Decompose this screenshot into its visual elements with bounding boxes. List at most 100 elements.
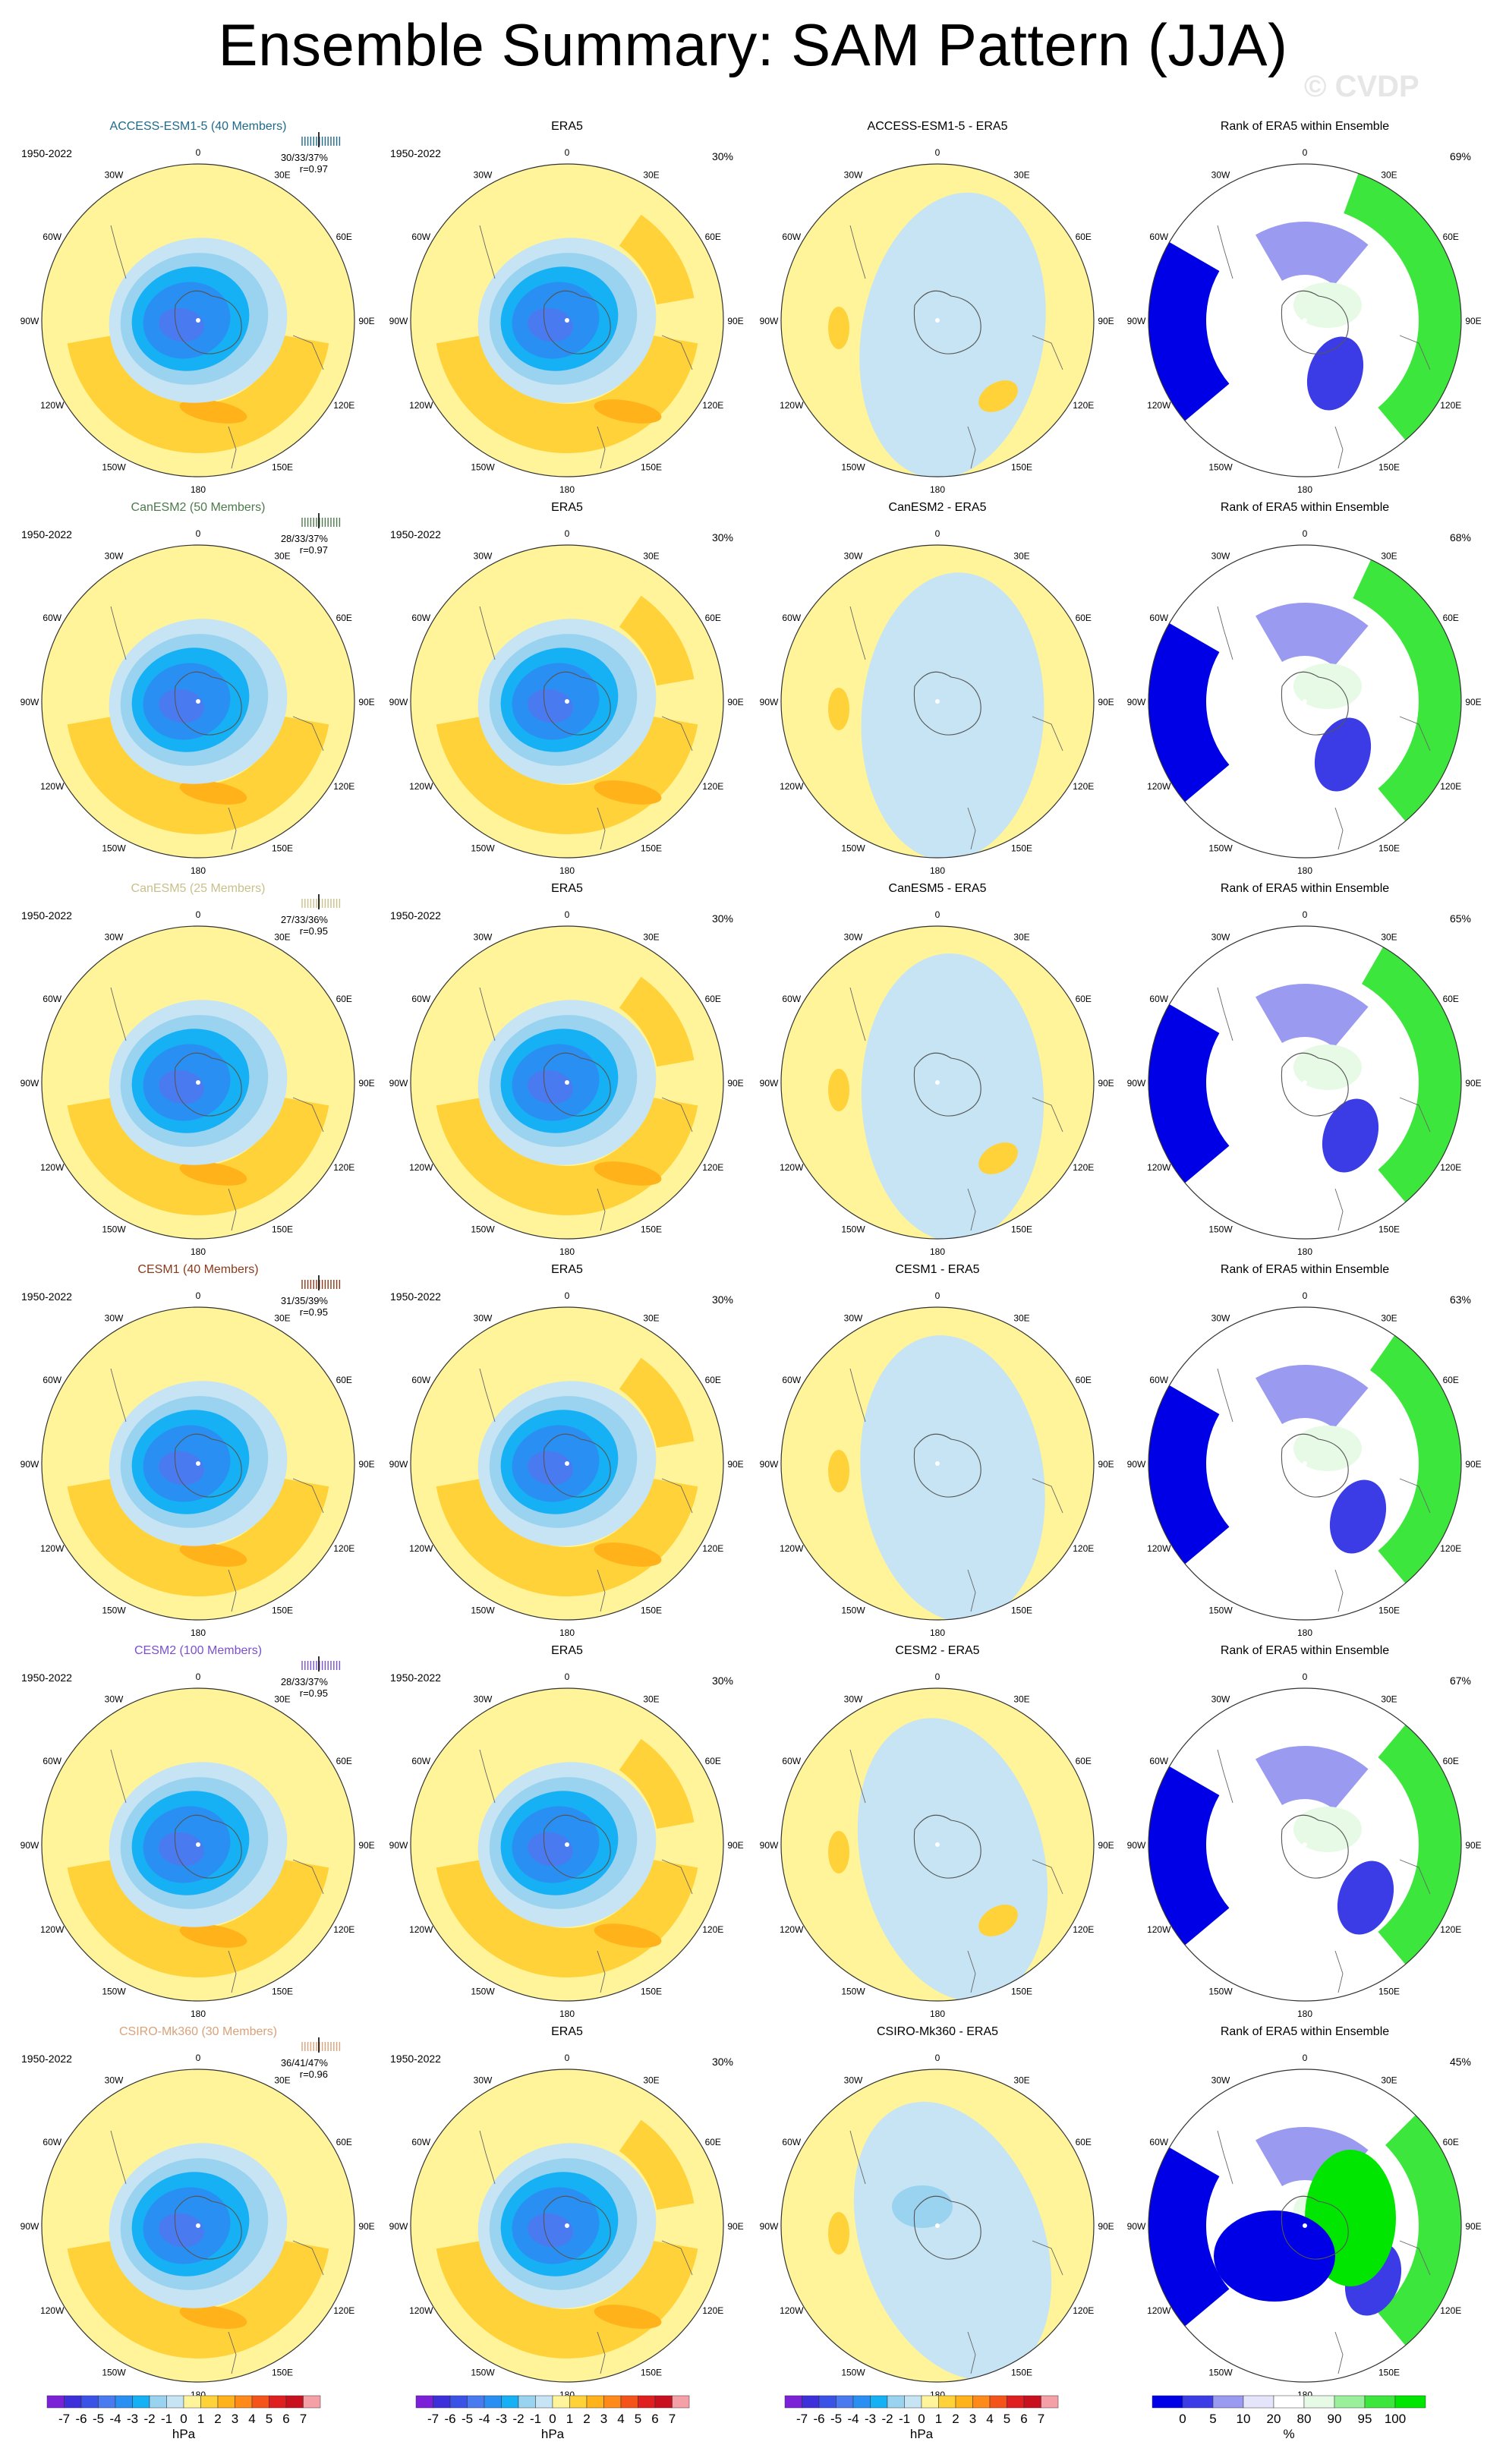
positive-anomaly-band bbox=[436, 2240, 698, 2358]
longitude-label: 90W bbox=[1127, 697, 1146, 707]
longitude-label: 60W bbox=[43, 232, 61, 242]
longitude-label: 150W bbox=[102, 462, 126, 472]
south-pole-marker bbox=[565, 2223, 569, 2228]
colorbar-tick-label: 2 bbox=[214, 2412, 221, 2426]
continent-outlines bbox=[1217, 225, 1431, 469]
strong-positive-core bbox=[179, 780, 247, 805]
pattern-correlation: r=0.95 bbox=[299, 1306, 328, 1318]
longitude-label: 90W bbox=[760, 1840, 779, 1851]
colorbar-swatch bbox=[921, 2395, 939, 2409]
positive-anomaly-band bbox=[436, 335, 698, 453]
mid-low-rank-band bbox=[1256, 603, 1369, 667]
high-rank-band bbox=[1362, 947, 1461, 1202]
diff-panel-row-1: ACCESS-ESM1-5 - ERA5 0 30E 60E 90E 120E 150E 18… bbox=[756, 120, 1119, 503]
longitude-label: 180 bbox=[930, 865, 945, 876]
positive-anomaly-east bbox=[619, 2119, 695, 2210]
longitude-label: 90E bbox=[727, 316, 743, 326]
negative-anomaly-center bbox=[159, 1070, 204, 1104]
map-boundary bbox=[410, 163, 724, 477]
map-boundary bbox=[41, 2069, 355, 2383]
longitude-label: 60E bbox=[705, 994, 721, 1004]
diff-polar-map: 0 30E 60E 90E 120E 150E 180 150W 120W 90W 60W 30W bbox=[760, 147, 1114, 495]
model-panel-row-5: CESM2 (100 Members) 1950-2022 28/33/37% r=0… bbox=[17, 1644, 380, 2028]
high-rank-band bbox=[1370, 1335, 1461, 1583]
colorbar-swatch bbox=[784, 2395, 802, 2409]
low-rank-patch bbox=[1322, 1098, 1379, 1173]
colorbar-tick-label: 10 bbox=[1237, 2412, 1251, 2426]
south-pole-marker bbox=[565, 699, 569, 704]
longitude-label: 90W bbox=[20, 1840, 39, 1851]
positive-anomaly-band bbox=[67, 335, 329, 453]
colorbar-tick-label: 1 bbox=[935, 2412, 942, 2426]
longitude-label: 30E bbox=[1013, 170, 1029, 181]
negative-anomaly-center bbox=[528, 1832, 573, 1867]
colorbar-swatch bbox=[303, 2395, 321, 2409]
year-range: 1950-2022 bbox=[21, 528, 72, 540]
pattern-variance-stats: 30/33/37% bbox=[280, 152, 328, 163]
map-boundary bbox=[1148, 2069, 1462, 2383]
rank-percent: 63% bbox=[1449, 1293, 1471, 1306]
longitude-label: 120W bbox=[780, 2305, 804, 2316]
colorbar-tick-label: 0 bbox=[1179, 2412, 1186, 2426]
longitude-label: 30W bbox=[844, 2075, 863, 2086]
colorbar-swatch bbox=[484, 2395, 502, 2409]
continent-outlines bbox=[1217, 2130, 1431, 2374]
map-boundary bbox=[410, 544, 724, 859]
colorbar-tick-label: 2 bbox=[952, 2412, 959, 2426]
rank-title: Rank of ERA5 within Ensemble bbox=[1220, 1644, 1390, 1657]
colorbar-swatch bbox=[870, 2395, 888, 2409]
longitude-label: 180 bbox=[930, 1246, 945, 1257]
longitude-label: 60E bbox=[1443, 232, 1459, 242]
longitude-label: 30E bbox=[1381, 1694, 1397, 1705]
longitude-label: 120W bbox=[40, 1924, 65, 1935]
diff-panel-row-5: CESM2 - ERA5 0 30E 60E 90E 120E 150E 180 150W 120… bbox=[756, 1644, 1119, 2028]
longitude-label: 30W bbox=[105, 932, 124, 943]
south-pole-marker bbox=[196, 318, 200, 323]
antarctica-coastline bbox=[1281, 1814, 1349, 1879]
colorbar-tick-label: 7 bbox=[300, 2412, 307, 2426]
pattern-variance-stats: 28/33/37% bbox=[280, 533, 328, 544]
colorbar-tick-label: -3 bbox=[865, 2412, 876, 2426]
longitude-label: 90E bbox=[1465, 316, 1481, 326]
longitude-label: 90E bbox=[358, 2221, 374, 2232]
colorbar-swatch bbox=[904, 2395, 922, 2409]
longitude-label: 90W bbox=[389, 1078, 408, 1089]
diff-panel-row-4: CESM1 - ERA5 0 30E 60E 90E 120E 150E 180 150W 120… bbox=[756, 1263, 1119, 1646]
longitude-label: 120E bbox=[1073, 781, 1094, 792]
colorbar-swatch bbox=[552, 2395, 570, 2409]
rank-panel-row-1: Rank of ERA5 within Ensemble 69% 0 30E 60E 90… bbox=[1123, 120, 1486, 503]
difference-title: ACCESS-ESM1-5 - ERA5 bbox=[867, 120, 1008, 133]
longitude-label: 150W bbox=[102, 843, 126, 853]
colorbar-swatch bbox=[887, 2395, 905, 2409]
year-range: 1950-2022 bbox=[390, 147, 441, 159]
longitude-label: 150E bbox=[1011, 1605, 1032, 1615]
negative-anomaly-center bbox=[159, 1451, 204, 1486]
colorbar-tick-label: -2 bbox=[512, 2412, 524, 2426]
longitude-label: 30W bbox=[105, 551, 124, 562]
longitude-label: 30W bbox=[474, 170, 493, 181]
low-rank-patch bbox=[1306, 336, 1364, 411]
colorbar-tick-label: 4 bbox=[248, 2412, 255, 2426]
longitude-label: 90W bbox=[389, 697, 408, 707]
strong-positive-core bbox=[594, 1542, 662, 1567]
rank-panel-row-4: Rank of ERA5 within Ensemble 63% 0 30E 60E 90… bbox=[1123, 1263, 1486, 1646]
longitude-label: 0 bbox=[935, 909, 940, 920]
longitude-label: 120E bbox=[333, 400, 354, 411]
diff-panel-row-3: CanESM5 - ERA5 0 30E 60E 90E 120E 150E 180 150W 1… bbox=[756, 882, 1119, 1265]
longitude-label: 180 bbox=[559, 484, 575, 495]
longitude-label: 180 bbox=[559, 2009, 575, 2019]
antarctica-coastline bbox=[174, 1052, 242, 1117]
ensemble-spread-ticks bbox=[301, 1275, 341, 1290]
colorbar-swatch bbox=[586, 2395, 604, 2409]
longitude-label: 90W bbox=[760, 697, 779, 707]
longitude-label: 150W bbox=[102, 1224, 126, 1234]
longitude-label: 90E bbox=[1465, 1078, 1481, 1089]
longitude-label: 150W bbox=[841, 1224, 865, 1234]
longitude-label: 150W bbox=[1208, 843, 1233, 853]
longitude-label: 30E bbox=[643, 170, 659, 181]
longitude-label: 150W bbox=[841, 462, 865, 472]
longitude-label: 90W bbox=[20, 1078, 39, 1089]
longitude-label: 150E bbox=[1378, 462, 1400, 472]
longitude-label: 30W bbox=[474, 932, 493, 943]
negative-anomaly-center bbox=[528, 2213, 573, 2248]
